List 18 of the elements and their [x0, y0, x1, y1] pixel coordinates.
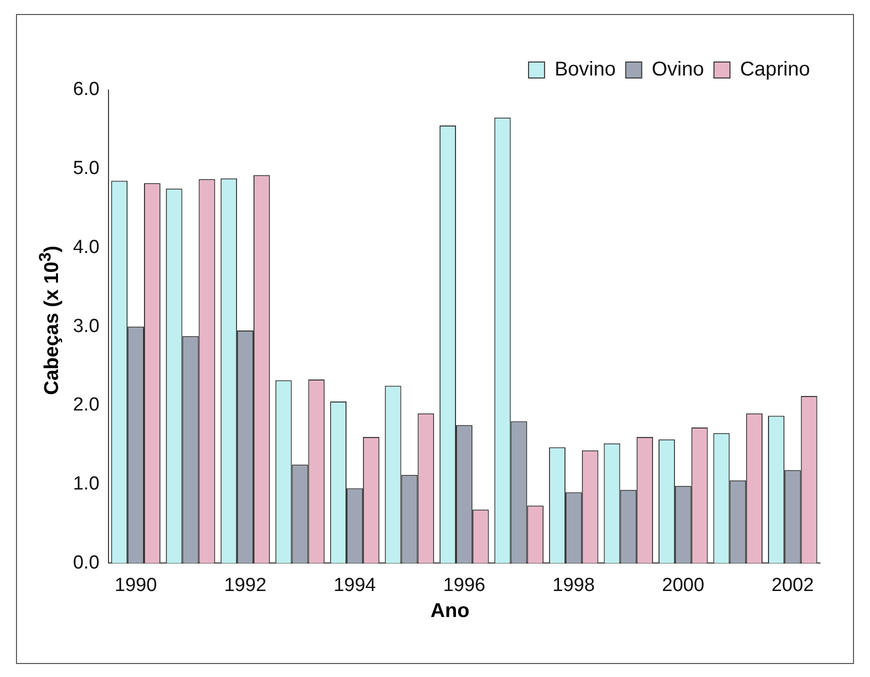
x-tick-label: 1996	[443, 574, 486, 596]
y-tick-label: 2.0	[72, 394, 100, 416]
y-tick-label: 4.0	[72, 236, 100, 258]
x-tick-label: 1992	[224, 574, 266, 596]
x-axis-title: Ano	[430, 600, 470, 623]
legend-label: Caprino	[740, 58, 810, 81]
x-tick-label: 1994	[334, 574, 376, 596]
y-tick-label: 5.0	[72, 158, 100, 180]
x-tick-label: 1990	[114, 574, 157, 596]
legend-label: Bovino	[554, 58, 616, 81]
legend-label: Ovino	[652, 58, 704, 81]
x-tick-label: 2000	[662, 574, 704, 596]
x-tick-label: 1998	[552, 574, 595, 596]
y-tick-label: 6.0	[72, 79, 100, 100]
y-tick-label: 1.0	[72, 474, 100, 495]
y-tick-label: 3.0	[72, 316, 100, 337]
x-tick-label: 2002	[771, 574, 814, 596]
y-tick-label: 0.0	[72, 552, 100, 574]
